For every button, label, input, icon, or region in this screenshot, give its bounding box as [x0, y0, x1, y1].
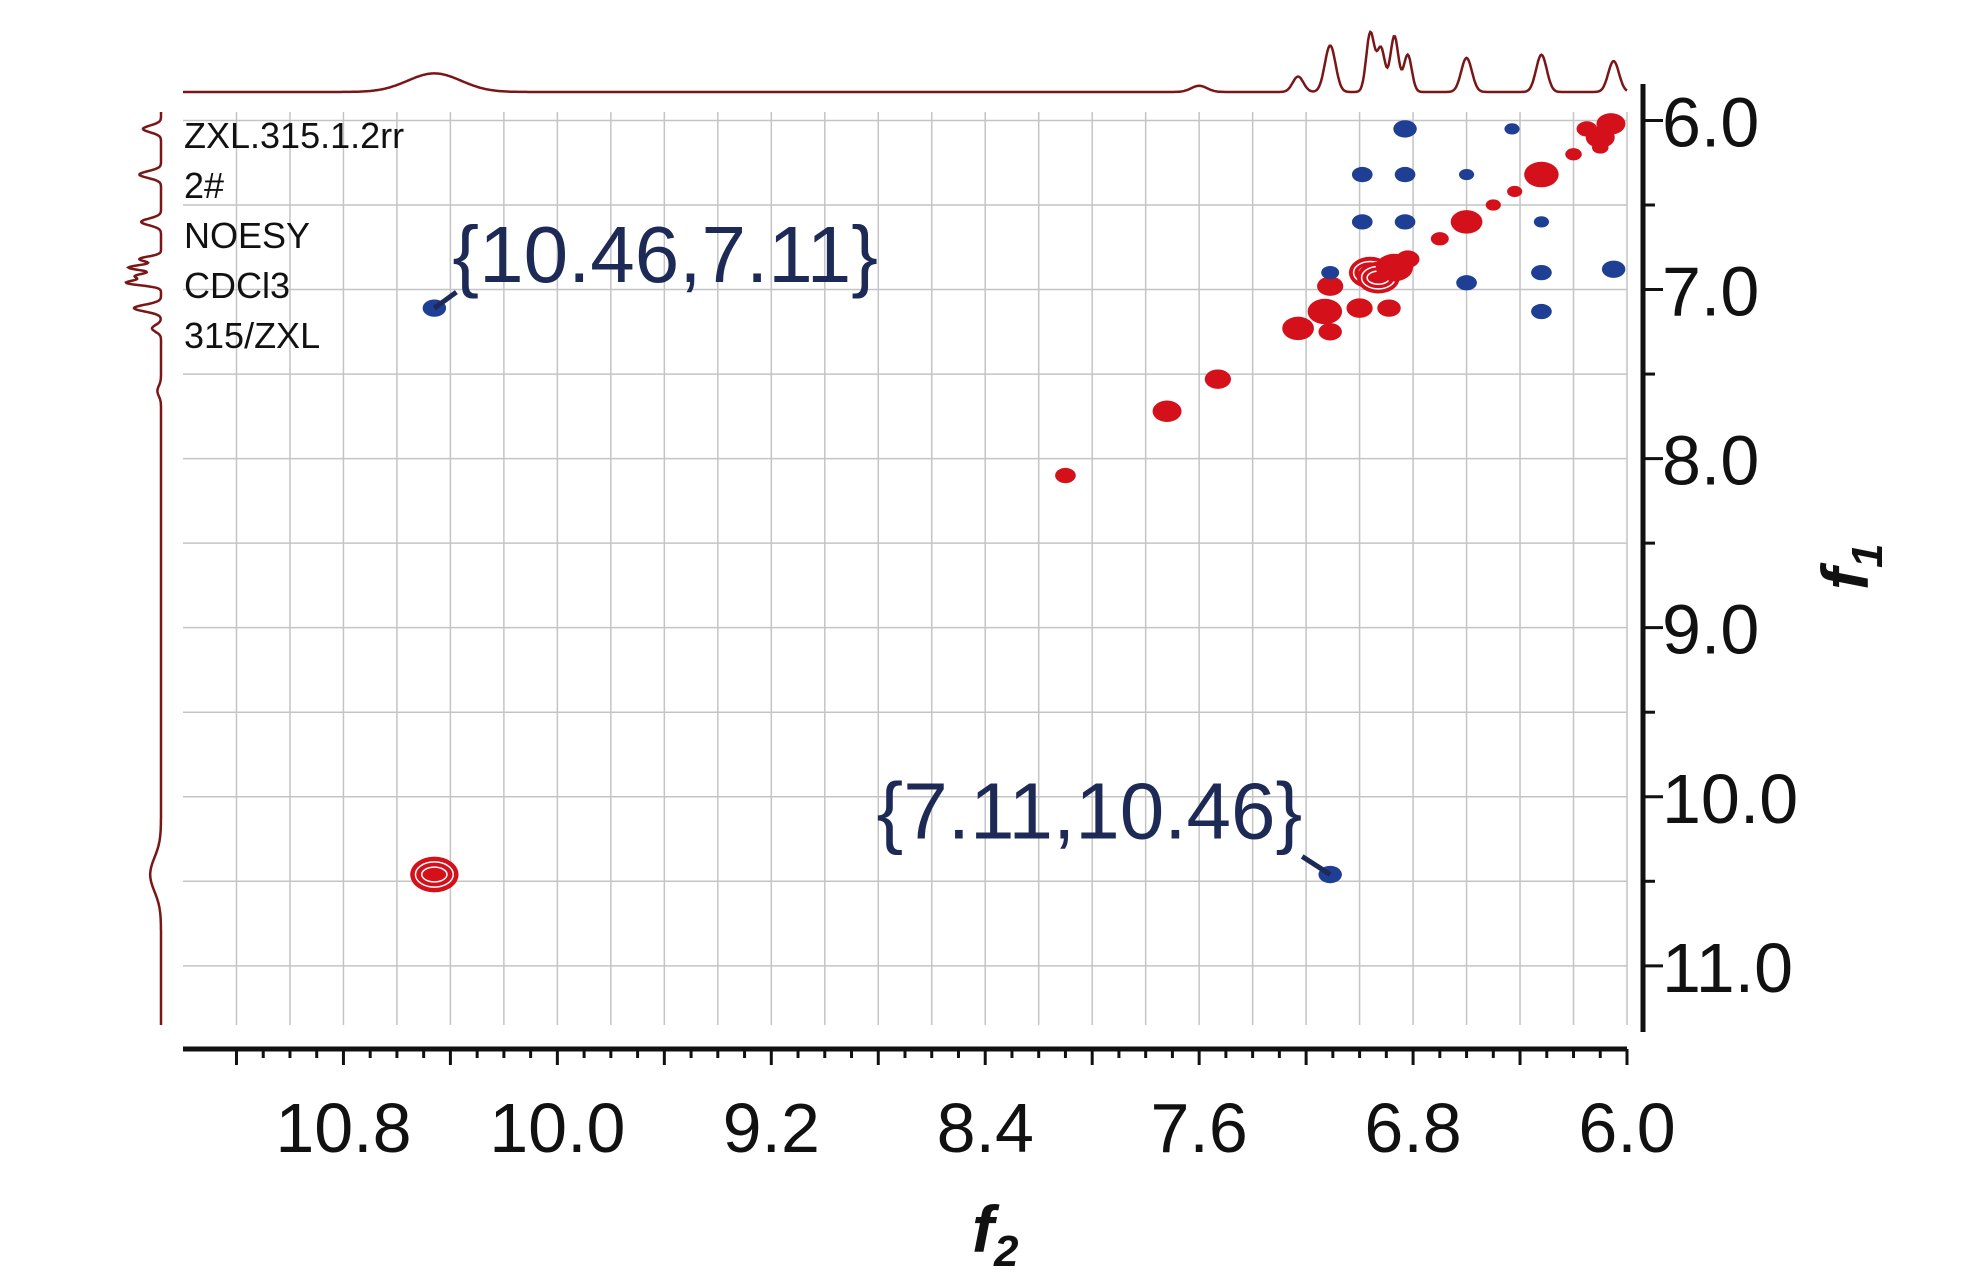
- y-tick-label: 9.0: [1662, 591, 1759, 669]
- negative-cross-peak: [1531, 303, 1552, 320]
- positive-cross-peak: [1565, 148, 1582, 161]
- x-tick-label: 6.8: [1364, 1089, 1461, 1167]
- top-projection-trace: [183, 29, 1628, 94]
- positive-cross-peak: [1591, 141, 1609, 154]
- y-tick-label: 7.0: [1662, 253, 1759, 331]
- info-line: CDCl3: [184, 265, 290, 306]
- peak-contour: [421, 866, 448, 883]
- positive-cross-peak: [1318, 323, 1342, 341]
- y-axis-title-group: f1: [1808, 544, 1892, 590]
- annotation-label: {7.11,10.46}: [877, 767, 1303, 856]
- positive-cross-peak: [1524, 161, 1559, 188]
- positive-cross-peak: [1430, 232, 1449, 246]
- grid: [183, 112, 1628, 1025]
- y-axis-title: f1: [1808, 544, 1892, 590]
- annotation-leader: [1300, 854, 1332, 877]
- positive-cross-peak: [1596, 113, 1626, 135]
- negative-cross-peak: [1351, 214, 1373, 230]
- negative-cross-peak: [1531, 264, 1552, 281]
- negative-cross-peak: [1394, 166, 1416, 183]
- y-tick-label: 8.0: [1662, 422, 1759, 500]
- negative-cross-peak: [1393, 120, 1417, 138]
- info-line: 315/ZXL: [184, 315, 320, 356]
- negative-cross-peak: [1458, 168, 1475, 181]
- y-tick-label: 6.0: [1662, 83, 1759, 161]
- positive-cross-peak: [1152, 400, 1182, 422]
- axes: 10.8 10.0 9.2 8.4 7.6 6.8 6.0 6.0 7.0 8.0 9.0 10.0 1…: [183, 83, 1798, 1167]
- positive-cross-peak: [1377, 299, 1401, 317]
- axis-titles: f2 f1: [972, 544, 1892, 1276]
- info-line: NOESY: [184, 215, 310, 256]
- positive-cross-peak: [1204, 369, 1231, 389]
- info-line: ZXL.315.1.2rr: [184, 115, 404, 156]
- positive-cross-peak: [1282, 316, 1314, 341]
- x-tick-label: 7.6: [1150, 1089, 1247, 1167]
- positive-cross-peak: [1507, 185, 1523, 198]
- x-tick-label: 9.2: [723, 1089, 820, 1167]
- negative-cross-peak: [1394, 214, 1416, 230]
- y-tick-label: 10.0: [1662, 760, 1798, 838]
- positive-cross-peak: [1317, 276, 1344, 296]
- x-tick-label: 8.4: [937, 1089, 1034, 1167]
- info-line: 2#: [184, 165, 224, 206]
- positive-cross-peak: [1395, 250, 1420, 268]
- positive-cross-peak: [1450, 210, 1483, 234]
- negative-cross-peak: [1504, 123, 1520, 135]
- positive-cross-peak: [1055, 467, 1076, 484]
- negative-cross-peak: [1321, 265, 1340, 280]
- left-projection: [124, 112, 163, 1025]
- peak-contour: [414, 861, 455, 888]
- x-tick-label: 10.0: [489, 1089, 625, 1167]
- x-tick-label: 6.0: [1578, 1089, 1675, 1167]
- negative-cross-peak: [1351, 166, 1373, 183]
- x-tick-label: 10.8: [275, 1089, 411, 1167]
- positive-cross-peak: [1485, 199, 1501, 211]
- y-tick-label: 11.0: [1662, 929, 1793, 1007]
- positive-cross-peak: [1346, 298, 1373, 318]
- annotation-label: {10.46,7.11}: [452, 210, 878, 299]
- cross-peaks: [410, 113, 1626, 893]
- annotations: {10.46,7.11} {7.11,10.46}: [432, 210, 1332, 877]
- x-axis-title: f2: [972, 1192, 1019, 1273]
- positive-cross-peak: [1576, 121, 1598, 137]
- negative-cross-peak: [1456, 275, 1477, 291]
- top-projection: [183, 29, 1628, 94]
- positive-cross-peak: [1307, 298, 1343, 325]
- annotation-leader: [432, 290, 458, 311]
- negative-cross-peak: [1533, 216, 1550, 228]
- negative-cross-peak: [1601, 260, 1626, 278]
- spectrum-info: ZXL.315.1.2rr 2# NOESY CDCl3 315/ZXL: [184, 115, 404, 356]
- left-projection-trace: [124, 112, 163, 1025]
